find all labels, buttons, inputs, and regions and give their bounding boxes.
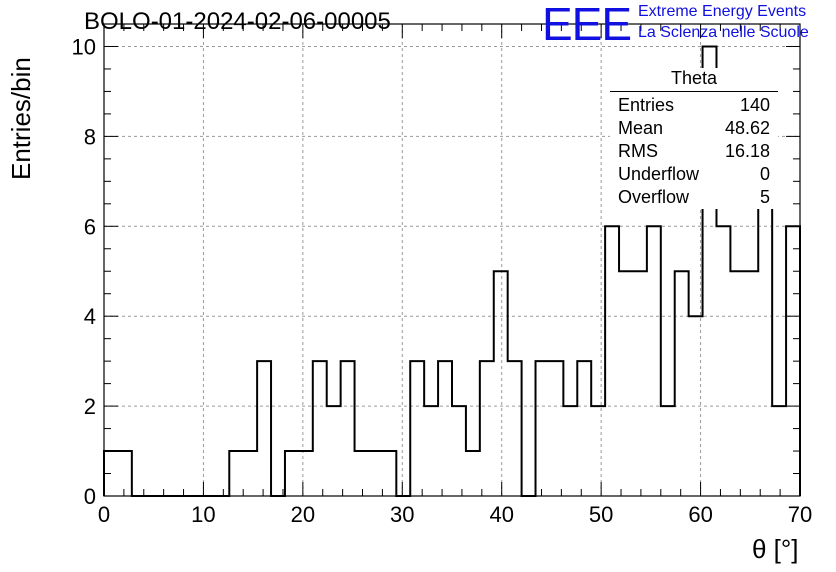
histogram-bin xyxy=(313,361,327,496)
histogram-bin xyxy=(243,451,257,496)
stats-label: Mean xyxy=(618,118,664,138)
stats-value: 48.62 xyxy=(724,118,770,138)
stats-row-overflow: Overflow 5 xyxy=(610,186,778,209)
stats-label: Entries xyxy=(618,95,675,115)
histogram-bin xyxy=(758,181,772,496)
histogram-bin xyxy=(382,451,396,496)
x-tick-label: 0 xyxy=(98,502,110,527)
histogram-bin xyxy=(730,271,744,496)
histogram-bin xyxy=(716,226,730,496)
histogram-bin xyxy=(661,406,675,496)
logo-text-line1: Extreme Energy Events xyxy=(638,3,807,20)
histogram-bin xyxy=(480,361,494,496)
histogram-bin xyxy=(438,361,452,496)
histogram-bin xyxy=(536,361,550,496)
histogram-bin xyxy=(424,406,438,496)
x-tick-label: 40 xyxy=(489,502,513,527)
histogram-bin xyxy=(229,451,243,496)
histogram-bin xyxy=(675,271,689,496)
histogram-bin xyxy=(647,226,661,496)
histogram-bin xyxy=(549,361,563,496)
histogram-bin xyxy=(285,451,299,496)
stats-box: Theta Entries 140 Mean 48.62 RMS 16.18 U… xyxy=(610,68,778,209)
histogram-bin xyxy=(689,316,703,496)
x-tick-label: 70 xyxy=(788,502,812,527)
histogram-bin xyxy=(452,406,466,496)
stats-row-rms: RMS 16.18 xyxy=(610,140,778,163)
histogram-bin xyxy=(786,226,800,496)
histogram-bin xyxy=(257,361,271,496)
x-tick-label: 30 xyxy=(390,502,414,527)
histogram-bin xyxy=(299,451,313,496)
histogram-bin xyxy=(466,451,480,496)
histogram-bin xyxy=(605,226,619,496)
y-tick-label: 6 xyxy=(84,214,96,239)
stats-value: 5 xyxy=(759,187,770,207)
x-axis-label: θ [°] xyxy=(752,534,799,564)
y-tick-label: 0 xyxy=(84,484,96,509)
histogram-bin xyxy=(355,451,369,496)
histogram-bin xyxy=(104,451,118,496)
stats-row-mean: Mean 48.62 xyxy=(610,117,778,140)
x-tick-label: 60 xyxy=(688,502,712,527)
stats-row-entries: Entries 140 xyxy=(610,94,778,117)
x-tick-label: 10 xyxy=(191,502,215,527)
histogram-bin xyxy=(341,361,355,496)
y-tick-label: 10 xyxy=(72,34,96,59)
stats-label: Underflow xyxy=(618,164,700,184)
stats-value: 16.18 xyxy=(724,141,770,161)
stats-value: 0 xyxy=(759,164,770,184)
histogram-bin xyxy=(508,361,522,496)
stats-row-underflow: Underflow 0 xyxy=(610,163,778,186)
x-tick-label: 20 xyxy=(291,502,315,527)
histogram-bin xyxy=(591,406,605,496)
histogram-bin xyxy=(410,361,424,496)
histogram-bin xyxy=(619,271,633,496)
histogram-bin xyxy=(577,361,591,496)
stats-label: RMS xyxy=(618,141,658,161)
histogram-bin xyxy=(494,271,508,496)
y-tick-label: 2 xyxy=(84,394,96,419)
stats-title: Theta xyxy=(610,68,778,92)
histogram-bin xyxy=(772,406,786,496)
histogram-bin xyxy=(744,271,758,496)
y-tick-label: 8 xyxy=(84,124,96,149)
histogram-bin xyxy=(563,406,577,496)
y-axis-label: Entries/bin xyxy=(6,57,36,180)
logo-text-line2: La Scienza nelle Scuole xyxy=(638,24,809,41)
eee-logo: EEE xyxy=(542,0,632,50)
stats-label: Overflow xyxy=(618,187,690,207)
x-tick-label: 50 xyxy=(589,502,613,527)
chart-title: BOLO-01-2024-02-06-00005 xyxy=(84,8,391,35)
stats-value: 140 xyxy=(739,95,770,115)
histogram-line xyxy=(103,45,801,497)
histogram-bin xyxy=(327,406,341,496)
y-tick-label: 4 xyxy=(84,304,96,329)
histogram-bin xyxy=(368,451,382,496)
histogram-bin xyxy=(118,451,132,496)
histogram-bin xyxy=(633,271,647,496)
